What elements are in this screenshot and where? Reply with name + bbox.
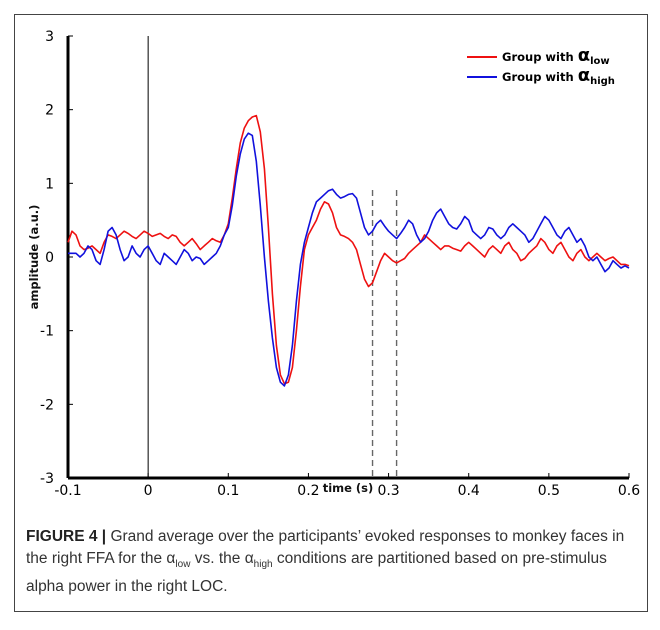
y-tick-label: -3 (40, 471, 54, 487)
caption-text-1: Grand average over the participants’ evo… (26, 528, 625, 567)
y-tick-label: 0 (45, 250, 54, 266)
figure-frame (14, 14, 648, 612)
caption-label: FIGURE 4 (26, 528, 98, 545)
caption-text-3: conditions are partitioned based on pre-… (26, 550, 607, 596)
series-lines (67, 114, 630, 387)
caption-text-2: vs. the α (190, 550, 254, 567)
figure-caption: FIGURE 4 | Grand average over the partic… (26, 526, 626, 598)
caption-separator: | (101, 528, 107, 545)
y-tick-label: -2 (40, 397, 54, 413)
legend-entry-low: Group with αlow (502, 45, 610, 67)
x-tick-label: 0.6 (618, 483, 640, 499)
x-tick-label: 0.2 (297, 483, 319, 499)
tick-labels: -0.1 0 0.1 0.2 0.3 0.4 0.5 0.6 -3 -2 -1 0 1 2 3 (40, 29, 640, 499)
series-line-low (67, 114, 630, 385)
y-tick-label: 3 (45, 29, 54, 45)
caption-subscript-low: low (175, 559, 191, 571)
x-axis-label: time (s) (323, 481, 374, 495)
x-tick-label: 0 (144, 483, 153, 499)
y-tick-label: -1 (40, 324, 54, 340)
vertical-markers (147, 36, 398, 478)
x-tick-label: 0.1 (217, 483, 239, 499)
x-tick-label: 0.4 (458, 483, 480, 499)
legend-entry-high: Group with αhigh (502, 65, 615, 87)
line-chart: -0.1 0 0.1 0.2 0.3 0.4 0.5 0.6 -3 -2 -1 0 1 2 3 time (… (27, 29, 640, 499)
y-axis-label: amplitude (a.u.) (27, 205, 41, 310)
x-tick-label: 0.3 (377, 483, 399, 499)
caption-subscript-high: high (253, 559, 273, 571)
chart-axes (66, 36, 629, 480)
x-tick-label: 0.5 (538, 483, 560, 499)
x-tick-label: -0.1 (54, 483, 81, 499)
series-line-high (68, 132, 630, 387)
y-tick-label: 2 (45, 103, 54, 119)
y-tick-label: 1 (45, 176, 54, 192)
